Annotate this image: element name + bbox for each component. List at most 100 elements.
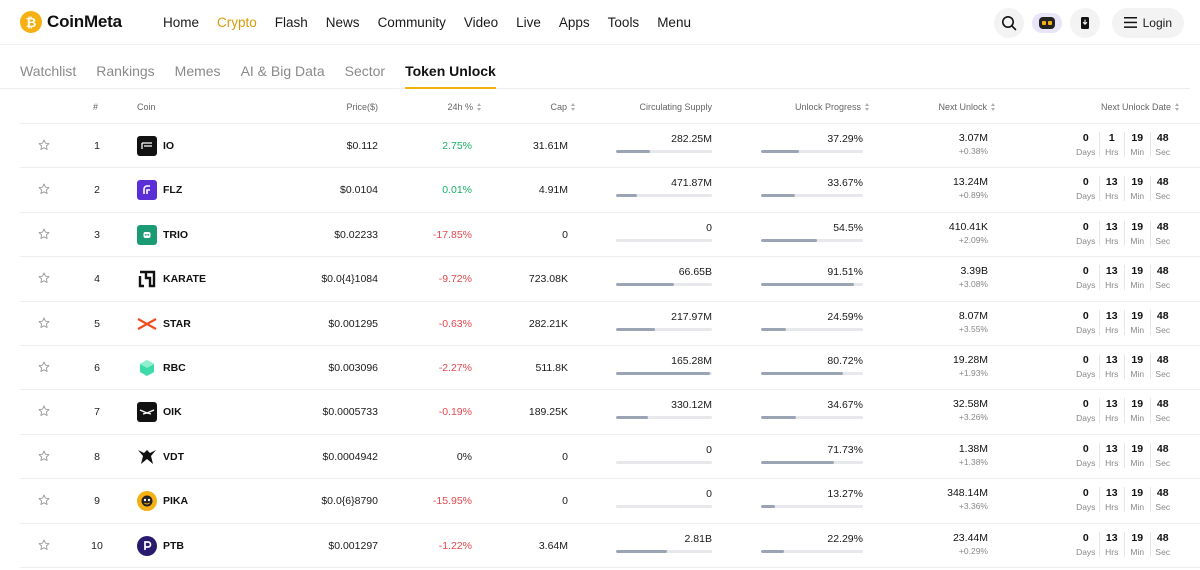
- coin-cell[interactable]: PTB: [137, 535, 184, 556]
- table-row[interactable]: 6 RBC $0.003096 -2.27% 511.8K 165.28M 80.72% 19…: [20, 346, 1200, 391]
- supply-bar: [616, 416, 712, 420]
- nav-flash[interactable]: Flash: [274, 14, 308, 30]
- sort-icon: [477, 103, 482, 111]
- rank: 2: [94, 184, 100, 197]
- table-row[interactable]: 4 KARATE $0.0{4}1084 -9.72% 723.08K 66.65B 91.…: [20, 257, 1200, 302]
- coin-cell[interactable]: STAR: [137, 313, 191, 334]
- nav-home[interactable]: Home: [163, 14, 200, 30]
- supply-value: 282.25M: [671, 133, 712, 145]
- coin-cell[interactable]: VDT: [137, 446, 184, 467]
- download-app-button[interactable]: [1069, 7, 1100, 38]
- nav-community[interactable]: Community: [377, 14, 446, 30]
- logo[interactable]: ₿ CoinMeta: [20, 11, 163, 33]
- unlock-progress: 54.5%: [761, 222, 863, 242]
- progress-value: 91.51%: [827, 266, 863, 279]
- star-icon[interactable]: [38, 139, 50, 151]
- table-row[interactable]: 1 IO $0.112 2.75% 31.61M 282.25M 37.29% 3.07M +0…: [20, 124, 1200, 169]
- coin-cell[interactable]: TRIO: [137, 224, 189, 245]
- coin-cell[interactable]: KARATE: [137, 269, 206, 290]
- supply-value: 0: [706, 221, 712, 234]
- countdown-hrs-value: 13: [1105, 220, 1118, 233]
- tab-watchlist[interactable]: Watchlist: [20, 63, 77, 79]
- supply-bar: [616, 371, 712, 375]
- star-icon[interactable]: [38, 405, 50, 417]
- countdown-hrs: 13 Hrs: [1098, 265, 1125, 291]
- countdown-days-unit: Days: [1076, 457, 1096, 468]
- supply-bar: [616, 327, 712, 331]
- countdown-min: 19 Min: [1124, 398, 1150, 424]
- mascot-button[interactable]: [1031, 12, 1062, 33]
- table-row[interactable]: 2 FLZ $0.0104 0.01% 4.91M 471.87M 33.67% 13.24M…: [20, 168, 1200, 213]
- nav-apps[interactable]: Apps: [558, 14, 590, 30]
- nav-news[interactable]: News: [325, 14, 360, 30]
- next-unlock-percent: +3.55%: [958, 323, 988, 334]
- rank: 5: [94, 317, 100, 330]
- nav-tools[interactable]: Tools: [607, 14, 640, 30]
- col-next-unlock[interactable]: Next Unlock: [938, 102, 996, 112]
- progress-value: 54.5%: [833, 221, 863, 234]
- tab-rankings[interactable]: Rankings: [96, 63, 155, 79]
- countdown-min-unit: Min: [1130, 546, 1145, 557]
- next-unlock: 8.07M +3.55%: [959, 310, 988, 334]
- star-icon[interactable]: [38, 450, 50, 462]
- coin-symbol: TRIO: [163, 228, 189, 241]
- countdown: 0 Days 13 Hrs 19 Min 48 Sec: [1073, 487, 1175, 513]
- countdown-hrs-unit: Hrs: [1105, 546, 1119, 557]
- col-progress[interactable]: Unlock Progress: [795, 102, 870, 112]
- tab-sector[interactable]: Sector: [344, 63, 386, 79]
- tab-token-unlock[interactable]: Token Unlock: [405, 63, 496, 89]
- nav-video[interactable]: Video: [463, 14, 499, 30]
- table-row[interactable]: 9 PIKA $0.0{6}8790 -15.95% 0 0 13.27% 348.14M +3…: [20, 479, 1200, 524]
- countdown-sec-unit: Sec: [1155, 324, 1171, 335]
- coin-cell[interactable]: RBC: [137, 357, 186, 378]
- star-icon[interactable]: [38, 317, 50, 329]
- countdown-hrs-value: 13: [1105, 265, 1118, 278]
- countdown-hrs-unit: Hrs: [1105, 147, 1119, 157]
- progress-bar: [761, 150, 863, 153]
- star-icon[interactable]: [38, 494, 50, 506]
- login-button[interactable]: Login: [1111, 7, 1184, 38]
- countdown-days-value: 0: [1082, 487, 1089, 500]
- star-icon[interactable]: [38, 228, 50, 240]
- countdown-days-value: 0: [1082, 132, 1089, 144]
- progress-value: 22.29%: [827, 532, 863, 545]
- rank: 9: [94, 495, 100, 508]
- col-cap[interactable]: Cap: [550, 102, 576, 112]
- coin-cell[interactable]: OIK: [137, 402, 182, 423]
- countdown-min-value: 19: [1131, 220, 1144, 233]
- col-next-unlock-date[interactable]: Next Unlock Date: [1101, 102, 1180, 112]
- next-unlock-percent: +1.93%: [958, 367, 988, 378]
- coin-cell[interactable]: FLZ: [137, 180, 182, 201]
- coin-cell[interactable]: IO: [137, 136, 174, 156]
- table-row[interactable]: 7 OIK $0.0005733 -0.19% 189.25K 330.12M 34.67%…: [20, 390, 1200, 435]
- countdown-sec-unit: Sec: [1155, 502, 1171, 513]
- col-change[interactable]: 24h %: [447, 102, 482, 112]
- nav-crypto[interactable]: Crypto: [217, 14, 257, 30]
- countdown-hrs-unit: Hrs: [1105, 413, 1119, 424]
- countdown-hrs-unit: Hrs: [1105, 368, 1119, 379]
- tab-memes[interactable]: Memes: [174, 63, 221, 79]
- countdown-days: 0 Days: [1073, 532, 1099, 557]
- nav-live[interactable]: Live: [516, 14, 541, 30]
- star-icon[interactable]: [38, 539, 50, 551]
- table-row[interactable]: 8 VDT $0.0004942 0% 0 0 71.73% 1.38M +1.38% 0 Days…: [20, 435, 1200, 480]
- circulating-supply: 0: [616, 222, 712, 242]
- progress-value: 71.73%: [827, 443, 863, 456]
- tab-ai-big-data[interactable]: AI & Big Data: [240, 63, 325, 79]
- star-icon[interactable]: [38, 272, 50, 284]
- table-row[interactable]: 10 PTB $0.001297 -1.22% 3.64M 2.81B 22.29% 23.4…: [20, 524, 1200, 568]
- nav-menu[interactable]: Menu: [657, 14, 691, 30]
- table-row[interactable]: 5 STAR $0.001295 -0.63% 282.21K 217.97M 24.59%…: [20, 302, 1200, 346]
- star-icon[interactable]: [38, 183, 50, 195]
- countdown-days-unit: Days: [1076, 191, 1096, 202]
- supply-bar: [616, 238, 712, 242]
- col-price[interactable]: Price($): [346, 102, 378, 112]
- table-row[interactable]: 3 TRIO $0.02233 -17.85% 0 0 54.5% 410.41K +2.09%…: [20, 213, 1200, 258]
- unlock-progress: 80.72%: [761, 355, 863, 375]
- search-button[interactable]: [993, 7, 1024, 38]
- countdown: 0 Days 13 Hrs 19 Min 48 Sec: [1073, 220, 1175, 246]
- countdown-min: 19 Min: [1124, 531, 1150, 557]
- coin-cell[interactable]: PIKA: [137, 491, 188, 512]
- star-icon[interactable]: [38, 361, 50, 373]
- rank: 10: [91, 539, 103, 552]
